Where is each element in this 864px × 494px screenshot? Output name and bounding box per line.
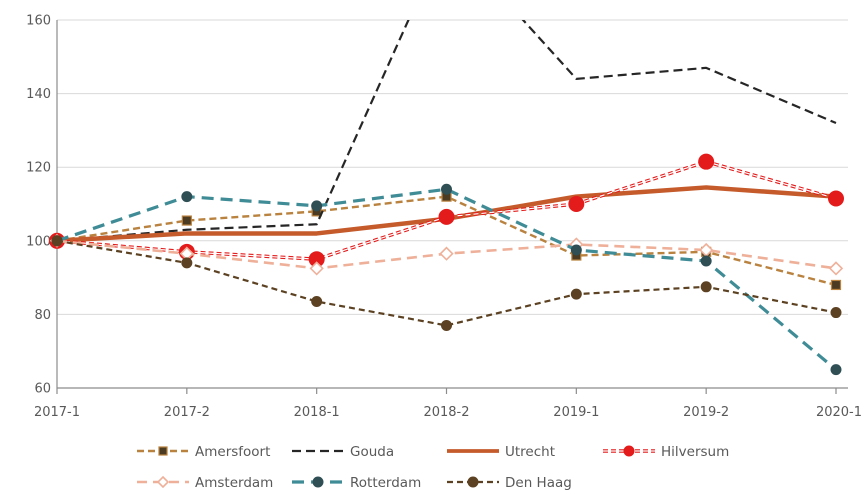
legend-swatch-marker: [312, 476, 324, 488]
x-tick-label: 2018-2: [423, 405, 469, 420]
legend-item-amsterdam: Amsterdam: [137, 475, 273, 491]
x-tick-label: 2019-1: [553, 405, 599, 420]
x-tick-label: 2018-1: [294, 405, 340, 420]
y-tick-label: 140: [26, 87, 51, 102]
data-point: [439, 246, 454, 261]
y-tick-label: 100: [26, 234, 51, 249]
series-gouda: [56, 20, 837, 242]
legend-swatch-marker: [467, 476, 479, 488]
grid: [57, 19, 848, 315]
legend-label: Utrecht: [505, 444, 555, 460]
legend-label: Amersfoort: [195, 444, 270, 460]
data-point: [441, 319, 452, 331]
x-tick-label: 2017-2: [164, 405, 210, 420]
data-point: [438, 208, 455, 225]
series-den-haag: [51, 235, 842, 331]
series-line: [56, 20, 837, 242]
data-point: [830, 279, 842, 291]
data-point: [700, 255, 712, 267]
legend-label: Gouda: [350, 444, 394, 460]
data-point: [441, 183, 452, 195]
data-point: [311, 296, 323, 308]
legend-item-utrecht: Utrecht: [447, 444, 555, 460]
legend-item-den-haag: Den Haag: [447, 475, 572, 491]
legend-label: Amsterdam: [195, 475, 273, 491]
legend-label: Hilversum: [661, 444, 729, 460]
data-point: [698, 153, 715, 170]
y-tick-label: 160: [26, 14, 51, 29]
data-point: [309, 261, 324, 276]
legend-item-gouda: Gouda: [292, 444, 394, 460]
x-tick-label: 2020-1: [816, 405, 862, 420]
data-point: [181, 257, 193, 269]
legend-item-amersfoort: Amersfoort: [137, 444, 270, 460]
y-tick-label: 80: [34, 308, 51, 323]
data-point: [828, 261, 844, 276]
x-tick-label: 2019-2: [683, 405, 729, 420]
data-point: [700, 281, 712, 293]
data-point: [51, 235, 63, 247]
y-tick-label: 120: [26, 161, 51, 176]
data-point: [830, 307, 842, 319]
x-tick-label: 2017-1: [34, 405, 80, 420]
legend-item-hilversum: Hilversum: [603, 444, 729, 460]
data-point: [570, 288, 582, 300]
data-point: [568, 196, 585, 212]
data-point: [311, 200, 323, 212]
legend-label: Den Haag: [505, 475, 572, 491]
legend-item-rotterdam: Rotterdam: [292, 475, 421, 491]
legend-label: Rotterdam: [350, 475, 421, 491]
data-point: [181, 215, 192, 226]
legend-swatch-marker: [623, 445, 635, 457]
data-point: [828, 190, 844, 207]
data-point: [570, 244, 582, 256]
legend-swatch-marker: [156, 475, 170, 489]
axes: 60 80 100 120 140 160 2017-1 2017-2 2018-1 2018-2…: [26, 14, 862, 421]
legend-swatch-marker: [158, 446, 168, 456]
data-point: [181, 191, 193, 203]
legend: Amersfoort Gouda Utrecht Hilversum Amsterdam…: [137, 444, 729, 491]
data-point: [830, 364, 842, 376]
series-layer: [49, 20, 844, 376]
y-tick-label: 60: [34, 382, 51, 397]
